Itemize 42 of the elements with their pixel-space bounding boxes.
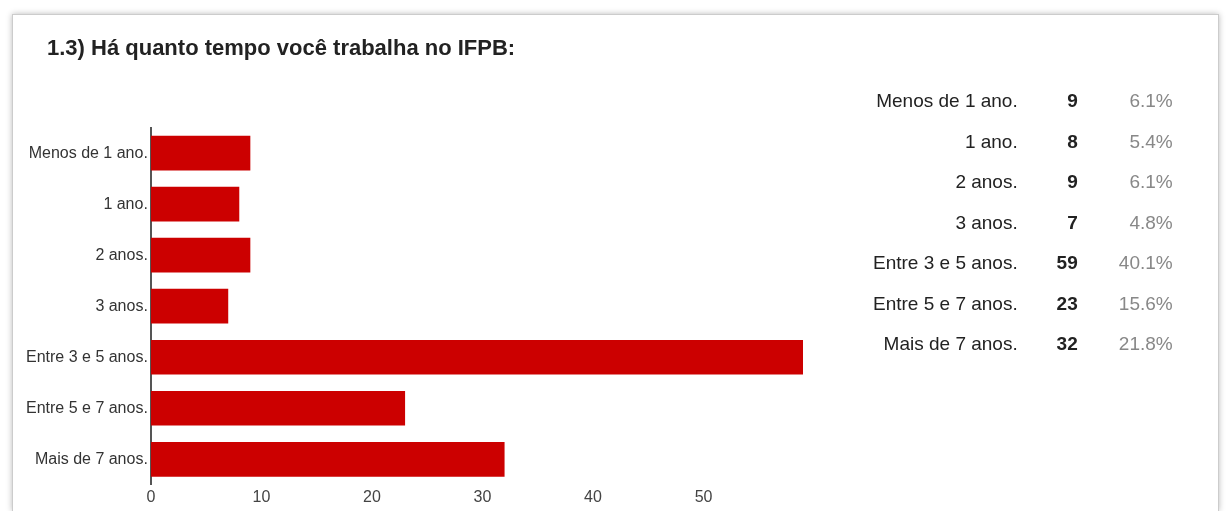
text: 2 anos. — [954, 170, 1018, 195]
chart-title: 1.3) Há quanto tempo você trabalha no IFPB: — [47, 35, 516, 61]
text: 3 anos. — [954, 210, 1018, 235]
x-tick-label: 30 — [473, 487, 492, 505]
text: 4.8% — [1128, 210, 1173, 235]
text: 6.1% — [1128, 89, 1173, 114]
text: 1 ano. — [963, 129, 1018, 154]
y-tick-label: Menos de 1 ano. — [28, 143, 148, 161]
x-tick-label: 10 — [252, 487, 271, 505]
bar — [150, 186, 240, 222]
y-tick-label: 2 anos. — [95, 245, 148, 263]
text: 59 — [1055, 251, 1078, 276]
bar — [150, 339, 803, 375]
text: Entre 5 e 7 anos. — [873, 291, 1018, 316]
text: Entre 3 e 5 anos. — [873, 251, 1018, 276]
text: 21.8% — [1117, 332, 1173, 357]
text: 6.1% — [1128, 170, 1173, 195]
bar — [150, 390, 406, 426]
text: Mais de 7 anos. — [882, 332, 1018, 357]
bar — [150, 135, 251, 171]
bar — [150, 288, 229, 324]
text: 32 — [1055, 332, 1078, 357]
text: 7 — [1066, 210, 1078, 235]
text: 9 — [1066, 170, 1078, 195]
y-tick-label: 3 anos. — [95, 296, 148, 314]
x-tick-label: 50 — [694, 487, 713, 505]
text: 15.6% — [1117, 291, 1173, 316]
bar — [150, 441, 505, 477]
y-tick-label: Mais de 7 anos. — [34, 449, 148, 467]
y-tick-label: 1 ano. — [103, 194, 148, 212]
y-tick-label: Entre 3 e 5 anos. — [26, 347, 148, 365]
x-tick-label: 40 — [584, 487, 602, 505]
text: 40.1% — [1117, 251, 1173, 276]
text: 5.4% — [1128, 129, 1173, 154]
x-tick-label: 20 — [363, 487, 381, 505]
text: 23 — [1055, 291, 1078, 316]
x-tick-label: 0 — [146, 487, 156, 505]
text: 8 — [1066, 129, 1078, 154]
y-tick-label: Entre 5 e 7 anos. — [26, 398, 148, 416]
bar — [150, 237, 251, 273]
text: 9 — [1066, 89, 1078, 114]
text: Menos de 1 ano. — [875, 89, 1018, 114]
